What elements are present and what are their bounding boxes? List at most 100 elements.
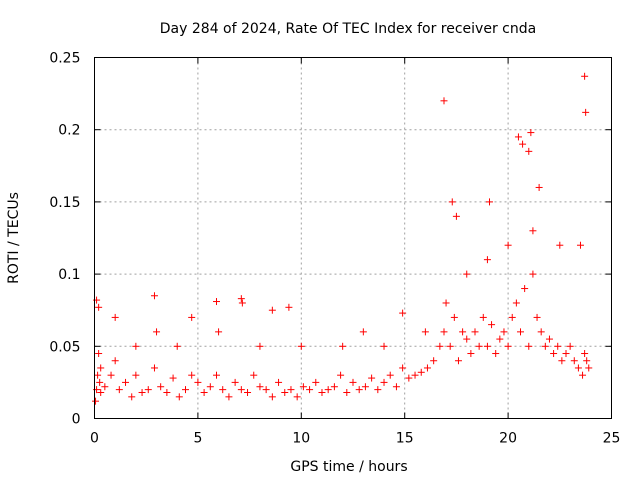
data-point [380,342,388,350]
data-point [440,97,448,105]
data-point [299,383,307,391]
data-point [361,383,369,391]
data-point [262,386,270,394]
data-point [169,374,177,382]
data-point [157,383,165,391]
grid [94,57,612,419]
data-point [111,357,119,365]
data-point [483,342,491,350]
data-point [150,364,158,372]
data-point [399,309,407,317]
data-point [275,378,283,386]
data-point [132,342,140,350]
data-point [554,342,562,350]
data-point [153,328,161,336]
y-tick-label: 0.2 [58,123,80,139]
data-point [582,108,590,116]
data-point [459,328,467,336]
data-point [144,386,152,394]
data-point [519,140,527,148]
data-point [463,335,471,343]
data-point [452,212,460,220]
y-tick-label: 0.05 [49,339,80,355]
data-point [579,371,587,379]
data-point [440,328,448,336]
data-point [238,299,246,307]
data-point [312,378,320,386]
data-point [128,393,136,401]
data-point [337,371,345,379]
data-point [194,378,202,386]
data-point [471,328,479,336]
data-point [527,129,535,137]
data-point [339,342,347,350]
data-point [537,328,545,336]
data-point [448,198,456,206]
data-point [583,357,591,365]
data-point [95,350,103,358]
data-point [581,350,589,358]
data-point [529,227,537,235]
data-point [101,383,109,391]
data-point [285,303,293,311]
data-point [430,357,438,365]
data-point [173,342,181,350]
data-point [94,371,102,379]
data-point [574,364,582,372]
data-point [138,389,146,397]
data-point [508,313,516,321]
data-point [541,342,549,350]
data-point [479,313,487,321]
data-point [525,147,533,155]
data-point [200,389,208,397]
data-point [231,378,239,386]
data-point [392,383,400,391]
data-point [324,386,332,394]
data-point [175,393,183,401]
data-point [225,393,233,401]
data-point [421,328,429,336]
x-tick-label: 5 [193,431,202,447]
data-point [399,364,407,372]
x-tick-label: 15 [396,431,414,447]
data-point [550,350,558,358]
data-point [485,198,493,206]
data-point [206,383,214,391]
plot-frame [94,57,612,419]
data-point [467,350,475,358]
data-point [374,386,382,394]
data-point [585,364,593,372]
data-point [95,303,103,311]
data-point [380,378,388,386]
data-point [219,386,227,394]
data-point [250,371,258,379]
x-tick-label: 20 [499,431,517,447]
data-point [525,342,533,350]
data-point [97,389,105,397]
data-point [237,295,245,303]
data-point [268,306,276,314]
data-point [244,389,252,397]
data-point [463,270,471,278]
data-point [517,328,525,336]
data-point [492,350,500,358]
data-point [213,371,221,379]
data-point [359,328,367,336]
data-point [318,389,326,397]
data-point [256,383,264,391]
data-point [488,321,496,329]
data-point [562,350,570,358]
data-point [512,299,520,307]
x-tick-label: 10 [292,431,310,447]
data-point [411,371,419,379]
data-point [163,389,171,397]
y-tick-label: 0 [72,412,81,428]
data-point [529,270,537,278]
data-point [181,386,189,394]
data-point [504,241,512,249]
data-point [188,313,196,321]
chart-title: Day 284 of 2024, Rate Of TEC Index for r… [160,21,536,37]
data-point [215,328,223,336]
